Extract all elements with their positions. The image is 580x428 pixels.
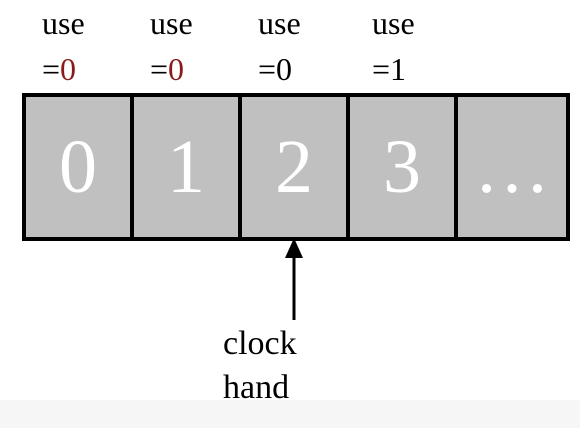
- use-value: 0: [60, 51, 77, 87]
- use-label-value-line: =0: [150, 46, 193, 92]
- clock-hand-label-line-1: clock: [223, 325, 297, 362]
- frame-cell-ellipsis: …: [474, 125, 550, 209]
- use-label-value-line: =0: [42, 46, 85, 92]
- use-label-frame-2: use =0: [258, 0, 301, 92]
- use-label-frame-0: use =0: [42, 0, 85, 92]
- use-label-frame-1: use =0: [150, 0, 193, 92]
- use-label-value-line: =0: [258, 46, 301, 92]
- bottom-background-strip: [0, 400, 580, 428]
- use-label-frame-3: use =1: [372, 0, 415, 92]
- use-equals-sign: =: [150, 51, 169, 87]
- use-label-value-line: =1: [372, 46, 415, 92]
- frame-cell-0: 0: [26, 97, 134, 237]
- use-label-text: use: [258, 5, 301, 41]
- use-label-text: use: [150, 5, 193, 41]
- clock-hand-label-line-2: hand: [223, 369, 290, 406]
- use-value: 1: [390, 51, 407, 87]
- use-equals-sign: =: [258, 51, 277, 87]
- clock-hand-arrow-head: [285, 238, 303, 258]
- use-value: 0: [168, 51, 185, 87]
- clock-hand-label: clock hand: [223, 322, 297, 410]
- use-value: 0: [276, 51, 293, 87]
- use-equals-sign: =: [42, 51, 61, 87]
- page-frame-array: 0 1 2 3 …: [22, 93, 570, 241]
- frame-cell-2: 2: [242, 97, 350, 237]
- frame-cell-3: 3: [350, 97, 458, 237]
- use-label-text: use: [42, 5, 85, 41]
- use-label-text: use: [372, 5, 415, 41]
- use-equals-sign: =: [372, 51, 391, 87]
- frame-cell-1: 1: [134, 97, 242, 237]
